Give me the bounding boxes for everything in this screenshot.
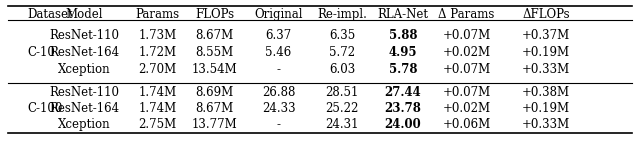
Text: Δ Params: Δ Params — [438, 8, 495, 21]
Text: +0.07M: +0.07M — [442, 63, 491, 76]
Text: +0.02M: +0.02M — [442, 102, 491, 115]
Text: +0.19M: +0.19M — [522, 102, 570, 115]
Text: +0.38M: +0.38M — [522, 86, 570, 99]
Text: 6.35: 6.35 — [329, 29, 355, 42]
Text: 8.67M: 8.67M — [196, 102, 234, 115]
Text: 8.69M: 8.69M — [196, 86, 234, 99]
Text: 2.70M: 2.70M — [138, 63, 177, 76]
Text: 5.78: 5.78 — [388, 63, 417, 76]
Text: +0.06M: +0.06M — [442, 118, 491, 131]
Text: 26.88: 26.88 — [262, 86, 295, 99]
Text: 6.37: 6.37 — [266, 29, 292, 42]
Text: Params: Params — [136, 8, 180, 21]
Text: FLOPs: FLOPs — [195, 8, 234, 21]
Text: 13.77M: 13.77M — [192, 118, 237, 131]
Text: 1.74M: 1.74M — [138, 102, 177, 115]
Text: -: - — [276, 118, 280, 131]
Text: 13.54M: 13.54M — [192, 63, 237, 76]
Text: Xception: Xception — [58, 63, 111, 76]
Text: C-100: C-100 — [27, 102, 62, 115]
Text: 5.46: 5.46 — [266, 46, 292, 59]
Text: 24.33: 24.33 — [262, 102, 296, 115]
Text: Re-impl.: Re-impl. — [317, 8, 367, 21]
Text: 4.95: 4.95 — [388, 46, 417, 59]
Text: 25.22: 25.22 — [326, 102, 359, 115]
Text: +0.33M: +0.33M — [522, 118, 570, 131]
Text: 2.75M: 2.75M — [138, 118, 177, 131]
Text: 24.00: 24.00 — [385, 118, 421, 131]
Text: +0.19M: +0.19M — [522, 46, 570, 59]
Text: +0.37M: +0.37M — [522, 29, 570, 42]
Text: 5.72: 5.72 — [329, 46, 355, 59]
Text: RLA-Net: RLA-Net — [378, 8, 428, 21]
Text: -: - — [276, 63, 280, 76]
Text: 24.31: 24.31 — [326, 118, 359, 131]
Text: ResNet-164: ResNet-164 — [49, 46, 119, 59]
Text: ΔFLOPs: ΔFLOPs — [522, 8, 570, 21]
Text: C-10: C-10 — [27, 46, 55, 59]
Text: 5.88: 5.88 — [388, 29, 417, 42]
Text: ResNet-110: ResNet-110 — [49, 29, 119, 42]
Text: 1.73M: 1.73M — [138, 29, 177, 42]
Text: 1.74M: 1.74M — [138, 86, 177, 99]
Text: 27.44: 27.44 — [385, 86, 421, 99]
Text: +0.07M: +0.07M — [442, 29, 491, 42]
Text: +0.02M: +0.02M — [442, 46, 491, 59]
Text: Dataset: Dataset — [27, 8, 72, 21]
Text: Original: Original — [254, 8, 303, 21]
Text: 8.55M: 8.55M — [196, 46, 234, 59]
Text: +0.33M: +0.33M — [522, 63, 570, 76]
Text: 23.78: 23.78 — [385, 102, 421, 115]
Text: Xception: Xception — [58, 118, 111, 131]
Text: 6.03: 6.03 — [329, 63, 355, 76]
Text: 28.51: 28.51 — [326, 86, 359, 99]
Text: ResNet-164: ResNet-164 — [49, 102, 119, 115]
Text: 8.67M: 8.67M — [196, 29, 234, 42]
Text: Model: Model — [65, 8, 103, 21]
Text: 1.72M: 1.72M — [138, 46, 177, 59]
Text: ResNet-110: ResNet-110 — [49, 86, 119, 99]
Text: +0.07M: +0.07M — [442, 86, 491, 99]
